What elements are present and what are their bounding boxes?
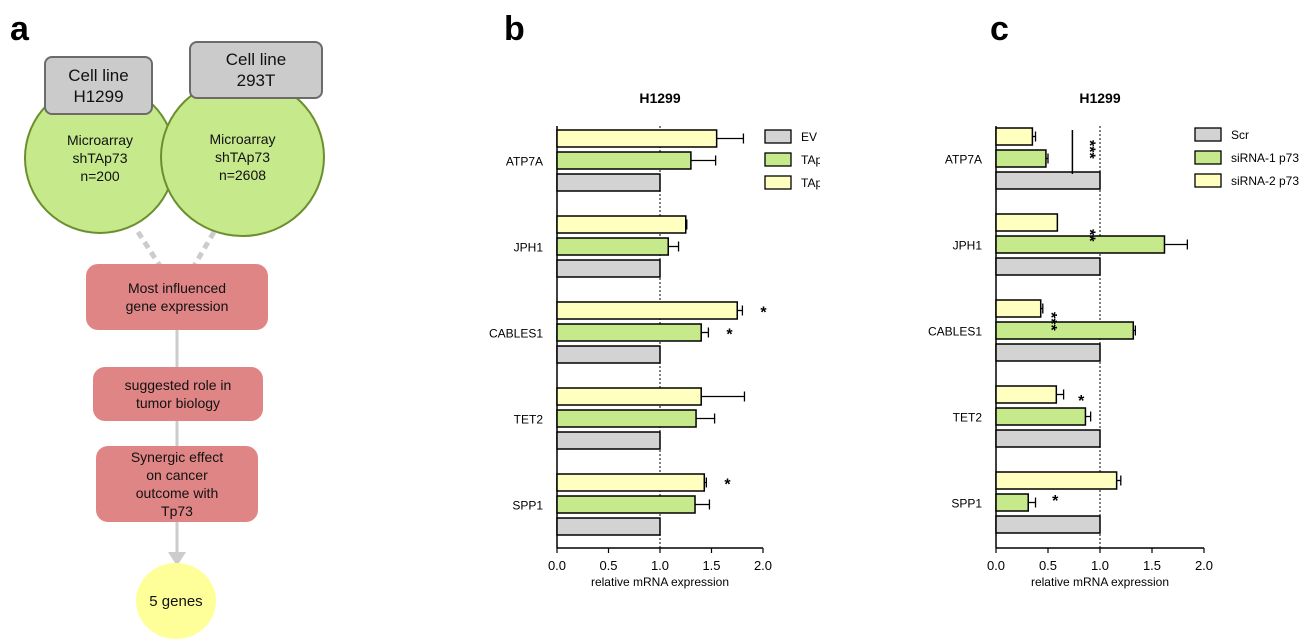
x-tick-label: 1.5 — [702, 558, 720, 573]
category-label-jph1: JPH1 — [953, 239, 983, 253]
bar-scr-cables1 — [995, 343, 1101, 362]
bar-sirna-1-p73-spp1 — [995, 493, 1029, 512]
flow-connectors — [135, 230, 217, 566]
significance-mark: *** — [1080, 140, 1097, 159]
bar-ev-spp1 — [556, 517, 661, 536]
final-genes-label: 5 genes — [149, 592, 203, 610]
bar-sirna-1-p73-jph1 — [995, 235, 1166, 254]
circle-293t-label: Microarray shTAp73 n=2608 — [209, 131, 276, 183]
category-label-cables1: CABLES1 — [928, 325, 982, 339]
legend-label-tap73: TAp73 β — [801, 176, 820, 190]
legend-label-sirna-1-p73: siRNA-1 p73 — [1231, 151, 1299, 165]
bar-sirna-2-p73-jph1 — [995, 213, 1059, 232]
category-label-tet2: TET2 — [953, 411, 983, 425]
bar-scr-atp7a — [995, 171, 1101, 190]
bar-tap73-cables1 — [556, 323, 702, 342]
bar-tap73-jph1 — [556, 237, 669, 256]
bar-ev-tet2 — [556, 431, 661, 450]
cell-line-h1299-label: Cell line H1299 — [68, 65, 129, 106]
panel-letter-c: c — [990, 10, 1009, 48]
legend-swatch-scr — [1194, 127, 1222, 142]
legend-swatch-tap73 — [764, 152, 792, 167]
x-tick-label: 0.5 — [599, 558, 617, 573]
significance-mark: * — [1052, 493, 1059, 510]
category-label-spp1: SPP1 — [951, 497, 982, 511]
step-synergic-effect: Synergic effect on cancer outcome with T… — [96, 446, 258, 522]
circle-h1299-label: Microarray shTAp73 n=200 — [66, 132, 134, 184]
significance-mark: * — [726, 327, 733, 344]
cell-line-box-h1299: Cell line H1299 — [44, 56, 153, 115]
chart-title: H1299 — [639, 90, 680, 106]
cell-line-293t-label: Cell line 293T — [225, 50, 287, 90]
chart-panel-c: H1299 0.0 0.5 1.0 1.5 2.0 relative mRNA expres… — [928, 90, 1299, 589]
arrowhead-icon — [168, 552, 186, 566]
x-tick-label: 1.0 — [651, 558, 669, 573]
bar-scr-spp1 — [995, 515, 1101, 534]
bar-sirna-2-p73-cables1 — [995, 299, 1042, 318]
significance-mark: ** — [1080, 229, 1097, 242]
x-tick-label: 2.0 — [754, 558, 772, 573]
bar-sirna-1-p73-cables1 — [995, 321, 1135, 340]
final-genes-circle: 5 genes — [136, 563, 216, 639]
legend-swatch-ev — [764, 129, 792, 144]
significance-mark: * — [760, 305, 767, 322]
bar-sirna-1-p73-atp7a — [995, 149, 1047, 168]
x-axis-label: relative mRNA expression — [591, 575, 729, 589]
x-tick-label: 1.5 — [1143, 558, 1161, 573]
bar-tap73-atp7a — [556, 129, 718, 148]
step-tumor-biology: suggested role in tumor biology — [93, 367, 263, 421]
legend-swatch-tap73 — [764, 175, 792, 190]
category-label-cables1: CABLES1 — [489, 327, 543, 341]
bar-sirna-2-p73-atp7a — [995, 127, 1034, 146]
bar-scr-tet2 — [995, 429, 1101, 448]
legend-swatch-sirna-1-p73 — [1194, 150, 1222, 165]
x-tick-label: 0.0 — [548, 558, 566, 573]
category-label-jph1: JPH1 — [514, 241, 544, 255]
x-axis-label: relative mRNA expression — [1031, 575, 1169, 589]
step-most-influenced-label: Most influenced gene expression — [125, 280, 229, 314]
bar-tap73-tet2 — [556, 409, 697, 428]
chart-panel-b: H1299 0.0 0.5 1.0 1.5 2.0 relative mRNA expres… — [489, 90, 820, 589]
chart-title: H1299 — [1079, 90, 1120, 106]
x-tick-label: 1.0 — [1091, 558, 1109, 573]
bar-tap73-atp7a — [556, 151, 692, 170]
bar-sirna-2-p73-spp1 — [995, 471, 1118, 490]
bar-ev-cables1 — [556, 345, 661, 364]
category-label-atp7a: ATP7A — [945, 153, 982, 167]
significance-mark: * — [1078, 393, 1085, 410]
microarray-circle-293t: Microarray shTAp73 n=2608 — [160, 77, 325, 237]
bar-scr-jph1 — [995, 257, 1101, 276]
cell-line-box-293t: Cell line 293T — [189, 41, 323, 99]
bar-tap73-tet2 — [556, 387, 702, 406]
bar-ev-jph1 — [556, 259, 661, 278]
step-tumor-biology-label: suggested role in tumor biology — [124, 377, 232, 411]
bar-tap73-spp1 — [556, 473, 706, 492]
connector-circle1 — [135, 230, 163, 268]
legend-label-scr: Scr — [1231, 128, 1249, 142]
legend-label-tap73: TAp73 α — [801, 153, 820, 167]
bar-tap73-spp1 — [556, 495, 696, 514]
x-tick-label: 0.5 — [1039, 558, 1057, 573]
bar-tap73-jph1 — [556, 215, 687, 234]
category-label-atp7a: ATP7A — [506, 155, 543, 169]
bar-sirna-1-p73-tet2 — [995, 407, 1087, 426]
x-tick-label: 0.0 — [987, 558, 1005, 573]
step-synergic-effect-label: Synergic effect on cancer outcome with T… — [130, 449, 224, 519]
legend-label-sirna-2-p73: siRNA-2 p73 — [1231, 174, 1299, 188]
bar-ev-atp7a — [556, 173, 661, 192]
connector-circle2 — [191, 230, 217, 268]
legend-label-ev: EV — [801, 130, 817, 144]
category-label-spp1: SPP1 — [512, 499, 543, 513]
category-label-tet2: TET2 — [514, 413, 544, 427]
bar-sirna-2-p73-tet2 — [995, 385, 1058, 404]
step-most-influenced: Most influenced gene expression — [86, 264, 268, 330]
bar-tap73-cables1 — [556, 301, 738, 320]
panel-letter-a: a — [10, 10, 29, 48]
significance-mark: * — [724, 477, 731, 494]
x-tick-label: 2.0 — [1195, 558, 1213, 573]
significance-mark: *** — [1042, 312, 1059, 331]
legend-swatch-sirna-2-p73 — [1194, 173, 1222, 188]
panel-letter-b: b — [504, 10, 525, 48]
